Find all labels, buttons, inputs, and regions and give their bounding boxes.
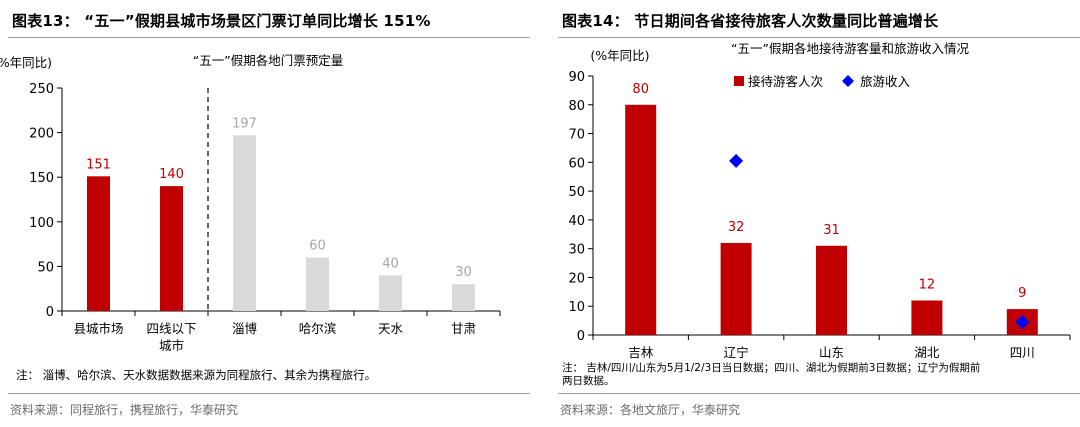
left-x-tick-label: 城市 xyxy=(159,338,184,353)
figure-14-note-line-1: 注： 吉林/四川/山东为5月1/2/3日当日数据；四川、湖北为假期前3日数据；辽… xyxy=(562,362,981,374)
left-y-tick-label: 250 xyxy=(29,82,54,97)
right-bar-value-label: 31 xyxy=(823,223,840,238)
right-legend-scatter-swatch xyxy=(842,75,854,87)
left-y-axis-label: (%年同比) xyxy=(0,55,52,70)
right-y-axis-label: (%年同比) xyxy=(590,48,649,63)
left-bar-value-label: 30 xyxy=(455,265,472,280)
left-x-tick-label: 淄博 xyxy=(232,321,258,336)
right-legend-bar-swatch xyxy=(734,76,744,86)
figure-13-bottom-rule xyxy=(8,393,530,394)
left-x-tick-label: 四线以下 xyxy=(146,321,196,336)
right-y-tick-label: 80 xyxy=(568,99,585,114)
right-y-tick-label: 10 xyxy=(568,300,585,315)
figure-14-title-rule xyxy=(558,37,1080,38)
left-bar xyxy=(160,186,183,311)
right-x-tick-label: 四川 xyxy=(1010,345,1035,360)
figure-13-note: 注： 淄博、哈尔滨、天水数据数据来源为同程旅行、其余为携程旅行。 xyxy=(16,368,377,382)
figure-14-title: 图表14： 节日期间各省接待旅客人次数量同比普遍增长 xyxy=(562,12,939,30)
left-y-tick-label: 50 xyxy=(37,260,54,275)
left-bar-value-label: 40 xyxy=(382,256,399,271)
figure-14-source: 资料来源：各地文旅厅，华泰研究 xyxy=(560,403,741,417)
left-x-tick-label: 甘肃 xyxy=(451,321,476,336)
left-bar-value-label: 197 xyxy=(232,116,257,131)
right-y-tick-label: 40 xyxy=(568,214,585,229)
left-y-tick-label: 0 xyxy=(46,305,54,320)
left-chart-title: “五一”假期各地门票预定量 xyxy=(193,53,343,68)
right-scatter-point xyxy=(729,153,744,168)
right-y-tick-label: 70 xyxy=(568,128,585,143)
figure-13-chart: (%年同比) “五一”假期各地门票预定量 0 50 100 150 200 250 151 县城市… xyxy=(0,53,501,353)
right-legend-scatter-label: 旅游收入 xyxy=(860,74,911,89)
right-y-tick-label: 90 xyxy=(568,70,585,85)
left-y-tick-label: 200 xyxy=(29,127,54,142)
figure-14-bottom-rule xyxy=(558,393,1080,394)
right-y-tick-label: 60 xyxy=(568,156,585,171)
right-y-tick-label: 0 xyxy=(577,329,585,344)
right-x-tick-label: 湖北 xyxy=(914,345,940,360)
left-bar xyxy=(379,275,402,311)
right-bar-value-label: 12 xyxy=(919,277,936,292)
left-x-tick-label: 天水 xyxy=(378,321,404,336)
left-y-tick-label: 100 xyxy=(29,216,54,231)
figure-13-source: 资料来源：同程旅行，携程旅行，华泰研究 xyxy=(10,403,239,417)
left-bar-value-label: 60 xyxy=(309,238,326,253)
left-bar xyxy=(87,176,110,311)
left-bar xyxy=(233,135,256,311)
right-bar xyxy=(911,300,943,335)
right-chart-title: “五一”假期各地接待游客量和旅游收入情况 xyxy=(731,41,969,56)
right-bar xyxy=(625,104,657,336)
right-x-tick-label: 山东 xyxy=(819,345,844,360)
figure-14-note-line-2: 两日数据。 xyxy=(562,375,615,387)
figure-13-title-rule xyxy=(8,37,530,38)
left-x-tick-label: 县城市场 xyxy=(73,321,123,336)
right-scatter-point xyxy=(1015,315,1030,330)
figure-14-note: 注： 吉林/四川/山东为5月1/2/3日当日数据；四川、湖北为假期前3日数据；辽… xyxy=(562,362,980,388)
right-x-tick-label: 吉林 xyxy=(628,345,654,360)
right-y-tick-label: 30 xyxy=(568,243,585,258)
figure-14-chart: (%年同比) “五一”假期各地接待游客量和旅游收入情况 0 10 20 30 40 50 60 7… xyxy=(568,41,1071,360)
left-y-tick-label: 150 xyxy=(29,171,54,186)
left-bar-value-label: 140 xyxy=(159,167,184,182)
right-y-tick-label: 20 xyxy=(568,271,585,286)
left-bar-value-label: 151 xyxy=(86,157,111,172)
right-legend-bar-label: 接待游客人次 xyxy=(748,74,823,89)
right-bar-value-label: 32 xyxy=(728,220,745,235)
figure-13-panel: 图表13： “五一”假期县城市场景区门票订单同比增长 151% (%年同比) “五… xyxy=(0,0,530,427)
right-bar-value-label: 9 xyxy=(1018,286,1026,301)
figure-13-title: 图表13： “五一”假期县城市场景区门票订单同比增长 151% xyxy=(12,12,431,30)
left-bar xyxy=(306,257,329,311)
right-bar xyxy=(816,245,847,335)
right-y-tick-label: 50 xyxy=(568,185,585,200)
right-bar xyxy=(720,242,752,335)
figure-14-panel: 图表14： 节日期间各省接待旅客人次数量同比普遍增长 (%年同比) “五一”假期各… xyxy=(550,0,1080,427)
left-bar xyxy=(452,284,475,311)
right-bar-value-label: 80 xyxy=(632,82,649,97)
left-x-tick-label: 哈尔滨 xyxy=(299,321,337,336)
right-x-tick-label: 辽宁 xyxy=(724,345,749,360)
